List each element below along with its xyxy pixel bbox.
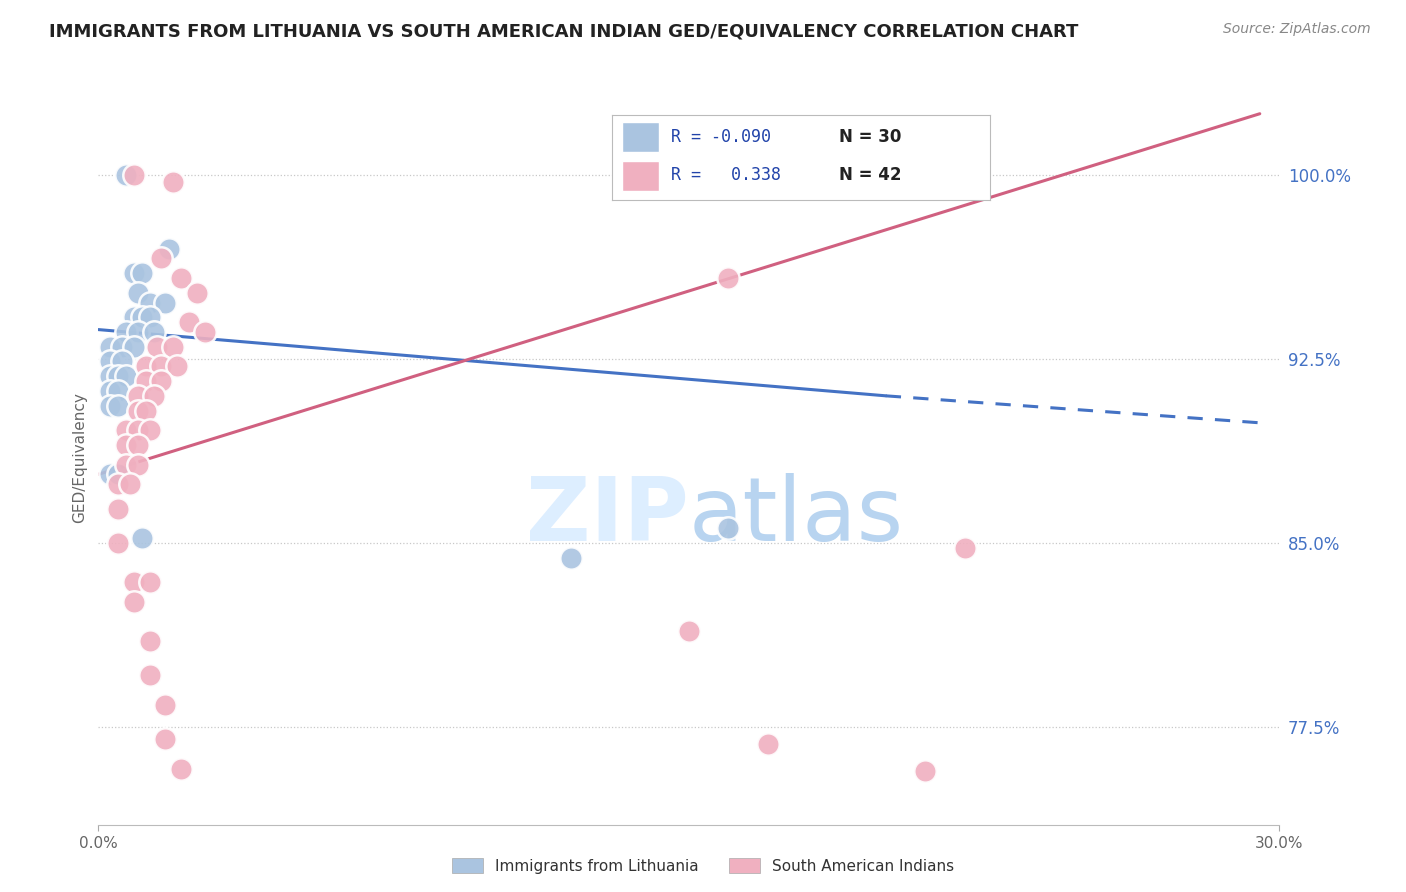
Point xyxy=(107,536,129,550)
Point xyxy=(138,668,160,682)
Point xyxy=(135,359,157,374)
Text: ZIP: ZIP xyxy=(526,473,689,559)
Point xyxy=(98,354,121,368)
Point xyxy=(111,354,134,368)
Point xyxy=(142,325,165,339)
Point xyxy=(98,369,121,384)
Point xyxy=(115,168,138,182)
Point xyxy=(155,698,177,712)
Point xyxy=(107,384,129,398)
Point xyxy=(118,477,141,491)
Point xyxy=(111,340,134,354)
Point xyxy=(560,550,582,565)
Point xyxy=(127,325,149,339)
Point xyxy=(138,310,160,325)
Point xyxy=(166,359,188,374)
Point xyxy=(127,389,149,403)
Point xyxy=(115,438,138,452)
Point xyxy=(122,595,145,609)
Point xyxy=(170,271,193,285)
Text: Source: ZipAtlas.com: Source: ZipAtlas.com xyxy=(1223,22,1371,37)
Text: IMMIGRANTS FROM LITHUANIA VS SOUTH AMERICAN INDIAN GED/EQUIVALENCY CORRELATION C: IMMIGRANTS FROM LITHUANIA VS SOUTH AMERI… xyxy=(49,22,1078,40)
Point xyxy=(131,531,153,545)
Point xyxy=(177,315,200,329)
Y-axis label: GED/Equivalency: GED/Equivalency xyxy=(72,392,87,523)
Point xyxy=(155,295,177,310)
Point xyxy=(162,340,184,354)
Point xyxy=(107,369,129,384)
Point xyxy=(717,521,740,535)
Point xyxy=(115,458,138,472)
Point xyxy=(127,458,149,472)
Point xyxy=(138,575,160,590)
Point xyxy=(127,403,149,417)
Point xyxy=(107,467,129,482)
Point xyxy=(157,242,180,256)
Point xyxy=(150,252,173,266)
Point xyxy=(194,325,217,339)
Point xyxy=(127,285,149,300)
Point xyxy=(115,325,138,339)
Point xyxy=(678,624,700,639)
Point xyxy=(122,310,145,325)
Point xyxy=(953,541,976,555)
Point xyxy=(127,438,149,452)
Point xyxy=(122,340,145,354)
Legend: Immigrants from Lithuania, South American Indians: Immigrants from Lithuania, South America… xyxy=(446,852,960,880)
Point xyxy=(98,340,121,354)
Point xyxy=(115,369,138,384)
Point xyxy=(914,764,936,778)
Point xyxy=(150,359,173,374)
Point xyxy=(122,168,145,182)
Point xyxy=(107,501,129,516)
Point xyxy=(131,310,153,325)
Point xyxy=(717,271,740,285)
Point xyxy=(131,266,153,280)
Point xyxy=(122,575,145,590)
Point xyxy=(138,295,160,310)
Point xyxy=(138,423,160,437)
Point xyxy=(150,374,173,388)
Point xyxy=(122,266,145,280)
Point xyxy=(146,340,169,354)
Point xyxy=(98,467,121,482)
Point xyxy=(98,384,121,398)
Point xyxy=(138,634,160,648)
Text: atlas: atlas xyxy=(689,473,904,559)
Point xyxy=(186,285,208,300)
Point xyxy=(142,389,165,403)
Point xyxy=(115,423,138,437)
Point xyxy=(107,399,129,413)
Point xyxy=(135,374,157,388)
Point xyxy=(155,732,177,747)
Point xyxy=(98,399,121,413)
Point xyxy=(756,737,779,751)
Point xyxy=(162,175,184,189)
Point xyxy=(127,423,149,437)
Point xyxy=(135,403,157,417)
Point xyxy=(107,477,129,491)
Point xyxy=(170,762,193,776)
